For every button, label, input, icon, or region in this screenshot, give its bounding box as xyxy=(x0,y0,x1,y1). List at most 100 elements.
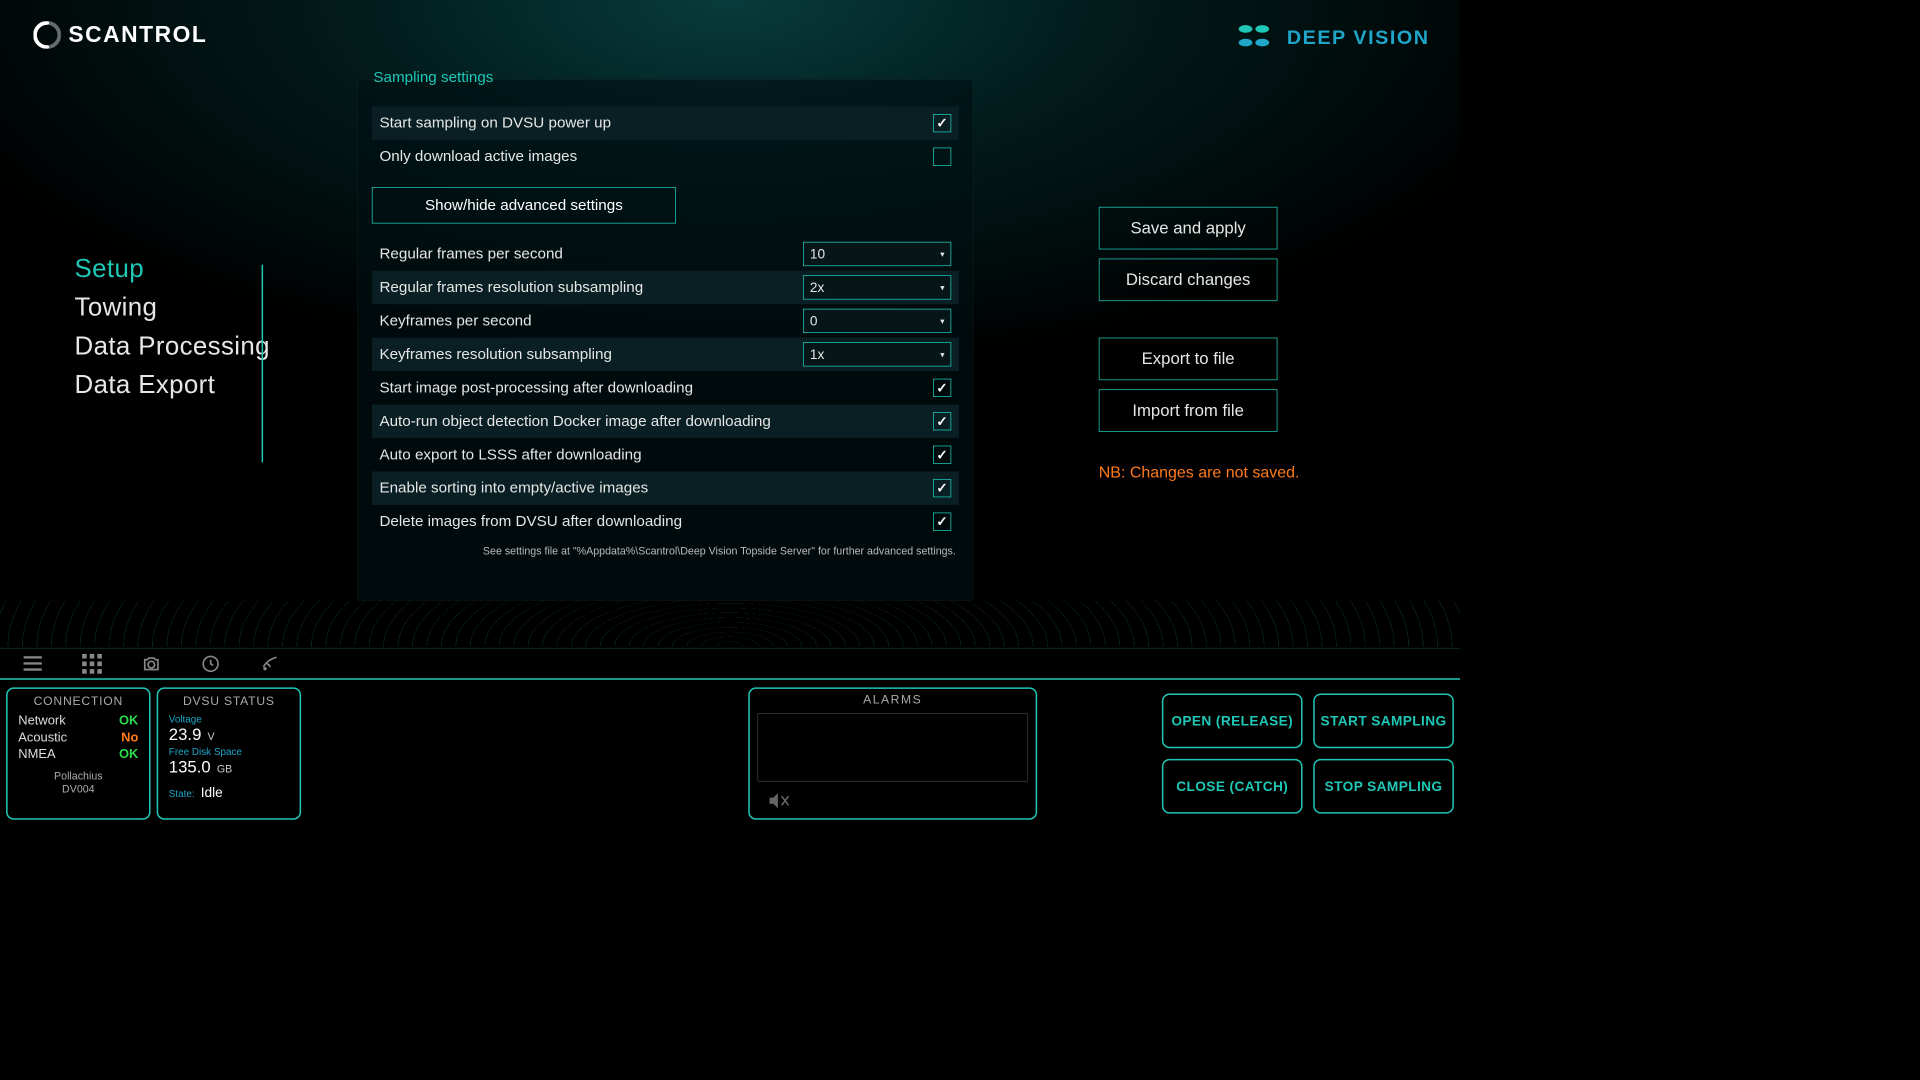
connection-title: CONNECTION xyxy=(18,695,138,709)
chevron-down-icon: ▾ xyxy=(940,249,944,259)
connection-row: NMEA OK xyxy=(18,747,138,762)
brand-right: DEEP VISION xyxy=(1235,21,1429,54)
connection-value: OK xyxy=(119,713,138,728)
setting-label: Start image post-processing after downlo… xyxy=(379,379,933,396)
import-file-button[interactable]: Import from file xyxy=(1099,389,1278,432)
chevron-down-icon: ▾ xyxy=(940,349,944,359)
setting-checkbox[interactable] xyxy=(933,513,951,531)
setting-label: Delete images from DVSU after downloadin… xyxy=(379,513,933,530)
actions-column: Save and apply Discard changes Export to… xyxy=(1099,79,1278,601)
mute-icon[interactable] xyxy=(768,792,791,814)
nav-item-setup[interactable]: Setup xyxy=(75,249,270,288)
dvsu-status-box: DVSU STATUS Voltage 23.9 V Free Disk Spa… xyxy=(157,687,301,819)
setting-label: Regular frames per second xyxy=(379,245,803,262)
disk-unit: GB xyxy=(217,763,232,775)
setting-row: Start sampling on DVSU power up xyxy=(372,106,959,139)
connection-row: Acoustic No xyxy=(18,730,138,745)
unsaved-warning: NB: Changes are not saved. xyxy=(1099,464,1278,482)
camera-icon[interactable] xyxy=(140,652,163,675)
select-value: 0 xyxy=(810,313,818,329)
setting-row: Auto export to LSSS after downloading xyxy=(372,438,959,471)
stop-sampling-button[interactable]: STOP SAMPLING xyxy=(1313,759,1454,814)
setting-row: Delete images from DVSU after downloadin… xyxy=(372,505,959,538)
setting-select-row: Regular frames resolution subsampling 2x ▾ xyxy=(372,271,959,304)
brand-right-text: DEEP VISION xyxy=(1287,26,1430,50)
toolbar-strip xyxy=(0,648,1460,680)
setting-row: Auto-run object detection Docker image a… xyxy=(372,405,959,438)
nav-item-data-processing[interactable]: Data Processing xyxy=(75,327,270,366)
voltage-unit: V xyxy=(208,730,215,742)
brand-left-text: SCANTROL xyxy=(68,22,207,48)
setting-label: Only download active images xyxy=(379,148,933,165)
setting-label: Regular frames resolution subsampling xyxy=(379,279,803,296)
voltage-value: 23.9 xyxy=(169,725,202,744)
clock-icon[interactable] xyxy=(199,652,222,675)
nav-item-towing[interactable]: Towing xyxy=(75,288,270,327)
connection-key: NMEA xyxy=(18,747,55,762)
connection-key: Acoustic xyxy=(18,730,67,745)
connection-row: Network OK xyxy=(18,713,138,728)
select-value: 10 xyxy=(810,246,825,262)
disk-value: 135.0 xyxy=(169,757,211,776)
state-value: Idle xyxy=(201,785,223,800)
disk-label: Free Disk Space xyxy=(169,746,289,757)
satellite-icon[interactable] xyxy=(259,652,282,675)
setting-select[interactable]: 10 ▾ xyxy=(803,242,951,266)
chevron-down-icon: ▾ xyxy=(940,282,944,292)
setting-row: Enable sorting into empty/active images xyxy=(372,471,959,504)
setting-row: Start image post-processing after downlo… xyxy=(372,371,959,404)
setting-select[interactable]: 2x ▾ xyxy=(803,275,951,299)
setting-select-row: Regular frames per second 10 ▾ xyxy=(372,237,959,270)
big-buttons: OPEN (RELEASE) START SAMPLING CLOSE (CAT… xyxy=(1162,687,1454,819)
setting-checkbox[interactable] xyxy=(933,446,951,464)
setting-label: Start sampling on DVSU power up xyxy=(379,114,933,131)
setting-checkbox[interactable] xyxy=(933,148,951,166)
panel-title: Sampling settings xyxy=(369,69,498,86)
setting-label: Keyframes resolution subsampling xyxy=(379,346,803,363)
discard-changes-button[interactable]: Discard changes xyxy=(1099,259,1278,302)
deep-vision-logo-icon xyxy=(1235,21,1279,54)
setting-checkbox[interactable] xyxy=(933,412,951,430)
select-value: 2x xyxy=(810,279,824,295)
close-catch-button[interactable]: CLOSE (CATCH) xyxy=(1162,759,1303,814)
setting-select[interactable]: 1x ▾ xyxy=(803,342,951,366)
setting-row: Only download active images xyxy=(372,140,959,173)
device-id: DV004 xyxy=(18,782,138,795)
vessel-name: Pollachius xyxy=(18,770,138,783)
start-sampling-button[interactable]: START SAMPLING xyxy=(1313,693,1454,748)
setting-select-row: Keyframes resolution subsampling 1x ▾ xyxy=(372,338,959,371)
setting-select[interactable]: 0▾ xyxy=(803,309,951,333)
setting-label: Auto export to LSSS after downloading xyxy=(379,446,933,463)
save-apply-button[interactable]: Save and apply xyxy=(1099,207,1278,250)
setting-label: Keyframes per second xyxy=(379,312,803,329)
dvsu-title: DVSU STATUS xyxy=(169,695,289,709)
setting-checkbox[interactable] xyxy=(933,114,951,132)
settings-footnote: See settings file at "%Appdata%\Scantrol… xyxy=(372,544,959,556)
alarms-list xyxy=(757,713,1028,781)
setting-label: Auto-run object detection Docker image a… xyxy=(379,413,933,430)
state-label: State: xyxy=(169,788,195,799)
open-release-button[interactable]: OPEN (RELEASE) xyxy=(1162,693,1303,748)
settings-panel: Sampling settings Start sampling on DVSU… xyxy=(357,79,973,601)
export-file-button[interactable]: Export to file xyxy=(1099,338,1278,381)
connection-status-box: CONNECTION Network OK Acoustic No NMEA OK Pol… xyxy=(6,687,150,819)
select-value: 1x xyxy=(810,346,824,362)
alarms-box: ALARMS xyxy=(748,687,1037,819)
setting-checkbox[interactable] xyxy=(933,379,951,397)
apps-grid-icon[interactable] xyxy=(81,652,104,675)
brand-left: SCANTROL xyxy=(33,21,207,48)
connection-value: No xyxy=(121,730,138,745)
nav-item-data-export[interactable]: Data Export xyxy=(75,366,270,405)
connection-key: Network xyxy=(18,713,65,728)
toggle-advanced-button[interactable]: Show/hide advanced settings xyxy=(372,187,676,223)
setting-checkbox[interactable] xyxy=(933,479,951,497)
sidebar-divider xyxy=(262,265,264,463)
voltage-label: Voltage xyxy=(169,713,289,724)
sidebar: SetupTowingData ProcessingData Export xyxy=(0,68,270,600)
setting-label: Enable sorting into empty/active images xyxy=(379,479,933,496)
scantrol-logo-icon xyxy=(33,21,60,48)
menu-icon[interactable] xyxy=(21,652,44,675)
connection-value: OK xyxy=(119,747,138,762)
alarms-title: ALARMS xyxy=(757,693,1028,707)
setting-select-row: Keyframes per second0▾ xyxy=(372,304,959,337)
